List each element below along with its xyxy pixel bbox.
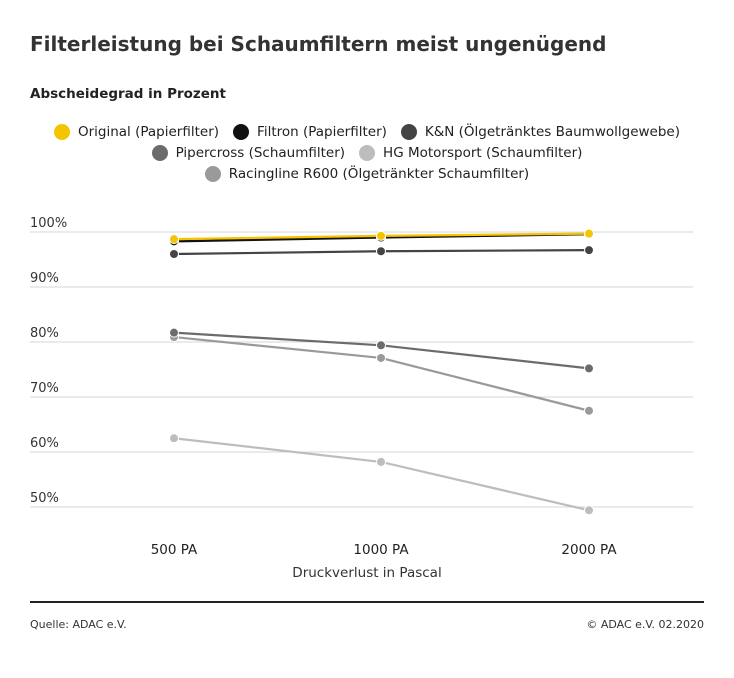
data-point — [584, 245, 594, 256]
x-tick-label: 2000 PA — [561, 542, 617, 558]
data-point — [376, 456, 386, 467]
legend-row-3: Racingline R600 (Ölgetränkter Schaumfilt… — [20, 163, 714, 184]
chart-subtitle: Abscheidegrad in Prozent — [30, 86, 227, 102]
y-tick-label: 50% — [30, 491, 59, 506]
legend-row-2: Pipercross (Schaumfilter) HG Motorsport … — [20, 142, 714, 163]
legend-dot-icon — [400, 123, 417, 140]
data-point — [376, 246, 386, 257]
y-tick-label: 90% — [30, 271, 59, 286]
legend-label: K&N (Ölgetränktes Baumwollgewebe) — [424, 123, 680, 140]
series-line — [173, 331, 590, 370]
copyright-note: © ADAC e.V. 02.2020 — [586, 618, 704, 631]
x-axis-ticks: 500 PA 1000 PA 2000 PA — [151, 542, 618, 558]
y-tick-label: 80% — [30, 326, 59, 341]
x-tick-label: 500 PA — [151, 542, 198, 558]
y-tick-label: 60% — [30, 436, 59, 451]
legend-dot-icon — [359, 144, 376, 161]
legend-item-filtron: Filtron (Papierfilter) — [233, 123, 387, 140]
legend-row-1: Original (Papierfilter) Filtron (Papierf… — [20, 121, 714, 142]
data-point — [584, 363, 594, 374]
data-point — [376, 352, 386, 363]
legend-label: Racingline R600 (Ölgetränkter Schaumfilt… — [228, 165, 530, 182]
data-point — [169, 327, 179, 338]
data-point — [584, 505, 594, 516]
data-point — [169, 433, 179, 444]
legend-dot-icon — [53, 123, 70, 140]
data-point — [376, 340, 386, 351]
legend-dot-icon — [204, 165, 221, 182]
x-tick-label: 1000 PA — [353, 542, 409, 558]
legend-item-pipercross: Pipercross (Schaumfilter) — [151, 144, 346, 161]
legend-label: Filtron (Papierfilter) — [257, 123, 387, 140]
data-point — [169, 249, 179, 259]
chart-title: Filterleistung bei Schaumfiltern meist u… — [30, 32, 607, 56]
data-point — [376, 230, 386, 241]
legend-item-racingline: Racingline R600 (Ölgetränkter Schaumfilt… — [204, 165, 530, 182]
y-tick-label: 100% — [30, 216, 67, 231]
legend-dot-icon — [233, 123, 250, 140]
y-axis-ticks: 50% 60% 70% 80% 90% 100% — [30, 216, 67, 506]
legend-dot-icon — [151, 144, 168, 161]
line-chart: 50% 60% 70% 80% 90% 100% 500 PA 1000 PA 2000 PA… — [30, 216, 693, 581]
y-tick-label: 70% — [30, 381, 59, 396]
data-point — [584, 405, 594, 416]
gridlines — [30, 231, 693, 508]
series-lines — [173, 232, 590, 512]
legend-item-kn: K&N (Ölgetränktes Baumwollgewebe) — [400, 123, 680, 140]
legend-item-hg-motorsport: HG Motorsport (Schaumfilter) — [359, 144, 583, 161]
data-point — [169, 234, 179, 245]
legend-label: HG Motorsport (Schaumfilter) — [383, 144, 583, 161]
legend-item-original: Original (Papierfilter) — [53, 123, 220, 140]
series-points — [169, 228, 594, 516]
series-line — [173, 437, 590, 512]
legend-label: Pipercross (Schaumfilter) — [175, 144, 346, 161]
legend: Original (Papierfilter) Filtron (Papierf… — [20, 121, 714, 184]
data-point — [584, 228, 594, 239]
x-axis-label: Druckverlust in Pascal — [292, 565, 441, 581]
legend-label: Original (Papierfilter) — [77, 123, 220, 140]
source-note: Quelle: ADAC e.V. — [30, 618, 127, 631]
footer-divider — [30, 601, 704, 603]
